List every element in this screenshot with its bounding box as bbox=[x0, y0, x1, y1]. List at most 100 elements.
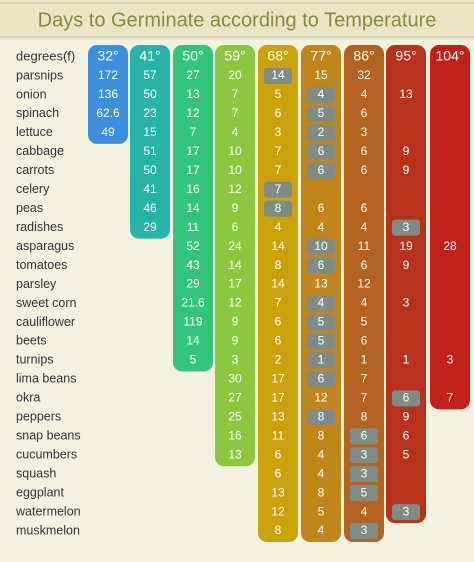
cell-value: 19 bbox=[399, 239, 413, 253]
cell-value: 5 bbox=[318, 334, 325, 348]
cell-value: 5 bbox=[361, 485, 368, 499]
cell-value: 13 bbox=[271, 409, 285, 423]
cell-value: 6 bbox=[361, 201, 368, 215]
row-label: peas bbox=[16, 201, 43, 215]
cell-value: 17 bbox=[271, 372, 285, 386]
cell-value: 6 bbox=[318, 372, 325, 386]
cell-value: 4 bbox=[318, 220, 325, 234]
row-label: squash bbox=[16, 466, 56, 480]
cell-value: 29 bbox=[143, 220, 157, 234]
highlight-box bbox=[264, 68, 292, 84]
title: Days to Germinate according to Temperatu… bbox=[38, 9, 437, 31]
highlight-box bbox=[307, 86, 335, 103]
row-label: turnips bbox=[16, 353, 54, 367]
highlight-box bbox=[307, 409, 335, 426]
highlight-box bbox=[307, 238, 335, 255]
highlight-box bbox=[350, 428, 378, 445]
cell-value: 10 bbox=[228, 163, 242, 177]
row-label: snap beans bbox=[16, 429, 81, 443]
cell-value: 29 bbox=[186, 277, 200, 291]
cell-value: 3 bbox=[361, 125, 368, 139]
cell-value: 9 bbox=[403, 144, 410, 158]
highlight-box bbox=[350, 485, 378, 502]
cell-value: 7 bbox=[361, 372, 368, 386]
cell-value: 11 bbox=[187, 220, 200, 234]
row-label: watermelon bbox=[15, 504, 81, 518]
cell-value: 8 bbox=[275, 201, 282, 215]
cell-value: 14 bbox=[271, 68, 285, 82]
highlight-box bbox=[392, 219, 420, 236]
cell-value: 9 bbox=[232, 201, 239, 215]
row-label: spinach bbox=[16, 106, 59, 120]
highlight-box bbox=[392, 390, 420, 407]
header-temp: 41° bbox=[139, 48, 160, 64]
cell-value: 3 bbox=[403, 504, 410, 518]
cell-value: 5 bbox=[275, 87, 282, 101]
cell-value: 12 bbox=[228, 296, 242, 310]
row-label: lettuce bbox=[16, 125, 53, 139]
highlight-box bbox=[307, 295, 335, 312]
cell-value: 14 bbox=[186, 201, 200, 215]
cell-value: 14 bbox=[271, 277, 285, 291]
cell-value: 5 bbox=[403, 447, 410, 461]
cell-value: 32 bbox=[357, 68, 371, 82]
cell-value: 5 bbox=[361, 315, 368, 329]
cell-value: 6 bbox=[232, 220, 239, 234]
cell-value: 7 bbox=[275, 296, 282, 310]
cell-value: 13 bbox=[271, 485, 285, 499]
cell-value: 6 bbox=[403, 428, 410, 442]
cell-value: 136 bbox=[98, 87, 118, 101]
cell-value: 57 bbox=[143, 68, 157, 82]
cell-value: 15 bbox=[314, 68, 328, 82]
cell-value: 2 bbox=[318, 125, 325, 139]
cell-value: 7 bbox=[190, 125, 197, 139]
cell-value: 6 bbox=[361, 334, 368, 348]
cell-value: 5 bbox=[318, 106, 325, 120]
highlight-box bbox=[307, 333, 335, 350]
cell-value: 4 bbox=[318, 523, 325, 537]
column-band bbox=[88, 45, 128, 144]
cell-value: 3 bbox=[403, 296, 410, 310]
cell-value: 49 bbox=[101, 125, 115, 139]
column-band bbox=[173, 45, 213, 372]
cell-value: 3 bbox=[232, 353, 239, 367]
cell-value: 4 bbox=[318, 466, 325, 480]
cell-value: 6 bbox=[361, 163, 368, 177]
cell-value: 6 bbox=[361, 144, 368, 158]
row-label: carrots bbox=[16, 163, 54, 177]
cell-value: 23 bbox=[143, 106, 157, 120]
cell-value: 5 bbox=[318, 504, 325, 518]
cell-value: 6 bbox=[275, 106, 282, 120]
cell-value: 52 bbox=[186, 239, 200, 253]
row-label: beets bbox=[16, 334, 47, 348]
column-band bbox=[130, 45, 170, 239]
cell-value: 9 bbox=[403, 163, 410, 177]
cell-value: 9 bbox=[232, 334, 239, 348]
cell-value: 1 bbox=[318, 353, 325, 367]
cell-value: 172 bbox=[98, 68, 118, 82]
cell-value: 13 bbox=[399, 87, 413, 101]
column-band bbox=[258, 45, 298, 543]
cell-value: 4 bbox=[232, 125, 239, 139]
cell-value: 12 bbox=[228, 182, 242, 196]
cell-value: 25 bbox=[228, 409, 242, 423]
cell-value: 6 bbox=[318, 163, 325, 177]
cell-value: 7 bbox=[232, 87, 239, 101]
row-label: asparagus bbox=[16, 239, 74, 253]
highlight-box bbox=[264, 200, 292, 217]
cell-value: 8 bbox=[275, 258, 282, 272]
row-label: lima beans bbox=[16, 372, 76, 386]
cell-value: 12 bbox=[314, 390, 328, 404]
highlight-box bbox=[307, 124, 335, 141]
cell-value: 6 bbox=[361, 428, 368, 442]
cell-value: 17 bbox=[228, 277, 242, 291]
column-band bbox=[215, 45, 255, 467]
cell-value: 6 bbox=[275, 315, 282, 329]
header-temp: 59° bbox=[224, 48, 245, 64]
header-temp: 77° bbox=[310, 48, 331, 64]
row-label: muskmelon bbox=[16, 523, 80, 537]
cell-value: 6 bbox=[318, 201, 325, 215]
cell-value: 5 bbox=[190, 353, 197, 367]
header-temp: 95° bbox=[395, 48, 416, 64]
cell-value: 6 bbox=[275, 466, 282, 480]
